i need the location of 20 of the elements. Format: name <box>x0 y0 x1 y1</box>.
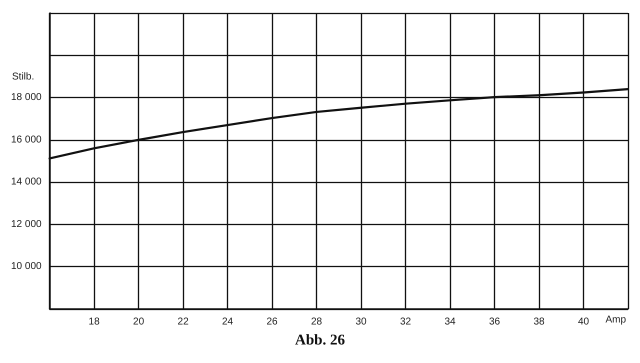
x-tick-label: 18 <box>88 316 100 328</box>
y-tick-label: 10 000 <box>10 261 42 272</box>
y-axis-title: Stilb. <box>12 72 34 82</box>
y-tick-label: 14 000 <box>10 176 42 188</box>
x-tick-label: 30 <box>355 316 368 328</box>
y-tick-label: 16 000 <box>10 134 42 146</box>
x-tick-label: 38 <box>533 316 546 328</box>
x-tick-label: 32 <box>400 316 412 328</box>
x-tick-label: 36 <box>488 316 501 328</box>
y-tick-label: 12 000 <box>10 218 42 230</box>
x-tick-label: 34 <box>444 316 456 328</box>
x-tick-label: 26 <box>266 316 278 328</box>
text: Abb. 26 <box>294 332 346 348</box>
x-tick-label: 40 <box>578 316 590 328</box>
x-tick-label: 28 <box>310 316 323 328</box>
x-tick-label: 20 <box>133 316 145 328</box>
x-axis-title: Amp <box>605 314 626 326</box>
x-tick-label: 24 <box>222 316 234 328</box>
y-tick-label: 18 000 <box>10 92 42 104</box>
x-tick-label: 22 <box>178 316 190 328</box>
